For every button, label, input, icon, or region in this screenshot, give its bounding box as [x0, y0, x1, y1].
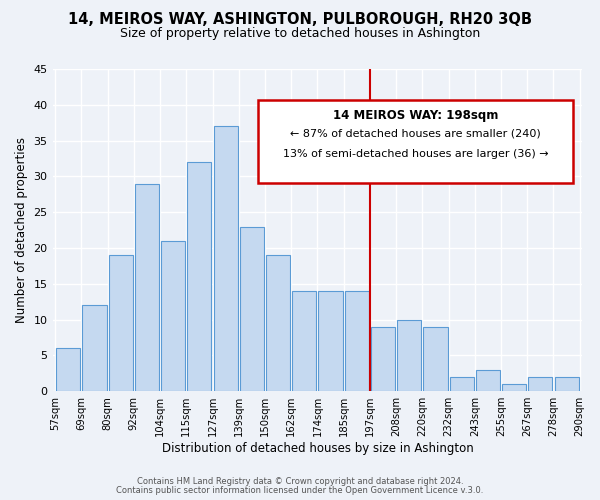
- Bar: [266, 255, 290, 391]
- Bar: [449, 377, 474, 391]
- Bar: [161, 241, 185, 391]
- Bar: [476, 370, 500, 391]
- Bar: [502, 384, 526, 391]
- Bar: [371, 327, 395, 391]
- Bar: [292, 291, 316, 391]
- Bar: [344, 291, 369, 391]
- Bar: [56, 348, 80, 391]
- Bar: [135, 184, 159, 391]
- Bar: [528, 377, 553, 391]
- Bar: [109, 255, 133, 391]
- Bar: [240, 226, 264, 391]
- Text: 14 MEIROS WAY: 198sqm: 14 MEIROS WAY: 198sqm: [333, 109, 498, 122]
- Y-axis label: Number of detached properties: Number of detached properties: [15, 137, 28, 323]
- Bar: [319, 291, 343, 391]
- Text: ← 87% of detached houses are smaller (240): ← 87% of detached houses are smaller (24…: [290, 129, 541, 139]
- Bar: [82, 306, 107, 391]
- Bar: [424, 327, 448, 391]
- Bar: [397, 320, 421, 391]
- Bar: [214, 126, 238, 391]
- Text: 13% of semi-detached houses are larger (36) →: 13% of semi-detached houses are larger (…: [283, 149, 548, 159]
- Bar: [187, 162, 211, 391]
- X-axis label: Distribution of detached houses by size in Ashington: Distribution of detached houses by size …: [161, 442, 473, 455]
- Text: 14, MEIROS WAY, ASHINGTON, PULBOROUGH, RH20 3QB: 14, MEIROS WAY, ASHINGTON, PULBOROUGH, R…: [68, 12, 532, 28]
- Text: Contains HM Land Registry data © Crown copyright and database right 2024.: Contains HM Land Registry data © Crown c…: [137, 477, 463, 486]
- Text: Size of property relative to detached houses in Ashington: Size of property relative to detached ho…: [120, 28, 480, 40]
- Bar: [554, 377, 578, 391]
- Text: Contains public sector information licensed under the Open Government Licence v.: Contains public sector information licen…: [116, 486, 484, 495]
